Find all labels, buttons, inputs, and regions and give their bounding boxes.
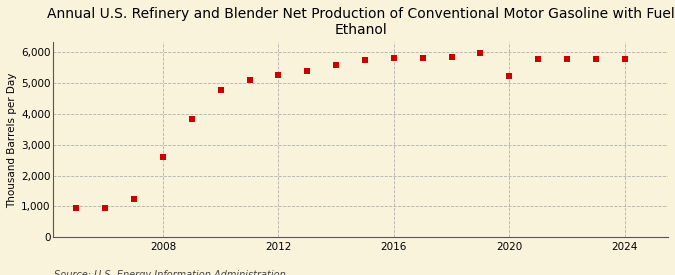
Y-axis label: Thousand Barrels per Day: Thousand Barrels per Day bbox=[7, 72, 17, 208]
Point bbox=[389, 56, 400, 60]
Point bbox=[504, 73, 515, 78]
Point bbox=[533, 57, 543, 61]
Point bbox=[158, 155, 169, 159]
Point bbox=[100, 205, 111, 210]
Point bbox=[475, 51, 486, 56]
Point bbox=[273, 73, 284, 78]
Point bbox=[215, 88, 226, 92]
Point bbox=[71, 205, 82, 210]
Text: Source: U.S. Energy Information Administration: Source: U.S. Energy Information Administ… bbox=[54, 271, 286, 275]
Point bbox=[331, 63, 342, 67]
Point bbox=[302, 69, 313, 73]
Point bbox=[360, 57, 371, 62]
Point bbox=[591, 56, 601, 61]
Point bbox=[446, 55, 457, 59]
Point bbox=[620, 56, 630, 61]
Point bbox=[244, 78, 255, 82]
Point bbox=[186, 116, 197, 121]
Title: Annual U.S. Refinery and Blender Net Production of Conventional Motor Gasoline w: Annual U.S. Refinery and Blender Net Pro… bbox=[47, 7, 674, 37]
Point bbox=[562, 57, 572, 61]
Point bbox=[129, 197, 140, 202]
Point bbox=[417, 56, 428, 60]
